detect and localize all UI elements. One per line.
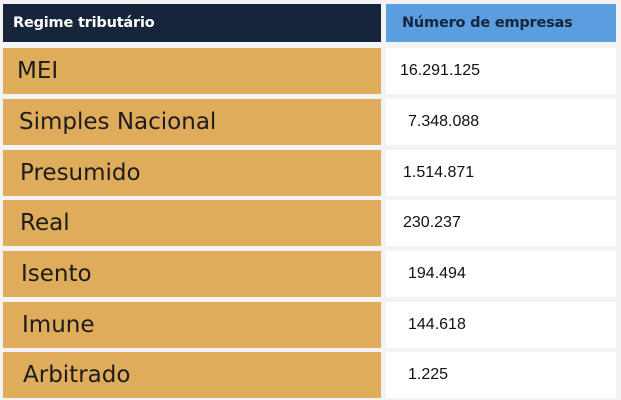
header-numero-de-empresas: Número de empresas [386, 4, 616, 42]
table-row: Simples Nacional 7.348.088 [0, 99, 621, 145]
count-cell: 1.514.871 [386, 150, 616, 196]
table-row: Arbitrado 1.225 [0, 352, 621, 398]
count-cell: 1.225 [386, 352, 616, 398]
regime-cell: Real [3, 200, 381, 246]
table-row: Isento 194.494 [0, 251, 621, 297]
regime-cell: Isento [3, 251, 381, 297]
count-cell: 16.291.125 [386, 48, 616, 94]
count-cell: 194.494 [386, 251, 616, 297]
count-cell: 144.618 [386, 302, 616, 348]
table-row: Imune 144.618 [0, 302, 621, 348]
regime-cell: Imune [3, 302, 381, 348]
table-row: Real 230.237 [0, 200, 621, 246]
regime-cell: Arbitrado [3, 352, 381, 398]
table-row: MEI 16.291.125 [0, 48, 621, 94]
count-cell: 230.237 [386, 200, 616, 246]
header-regime-tributario: Regime tributário [3, 4, 381, 42]
table-row: Presumido 1.514.871 [0, 150, 621, 196]
regime-cell: Simples Nacional [3, 99, 381, 145]
regime-cell: MEI [3, 48, 381, 94]
regime-cell: Presumido [3, 150, 381, 196]
count-cell: 7.348.088 [386, 99, 616, 145]
